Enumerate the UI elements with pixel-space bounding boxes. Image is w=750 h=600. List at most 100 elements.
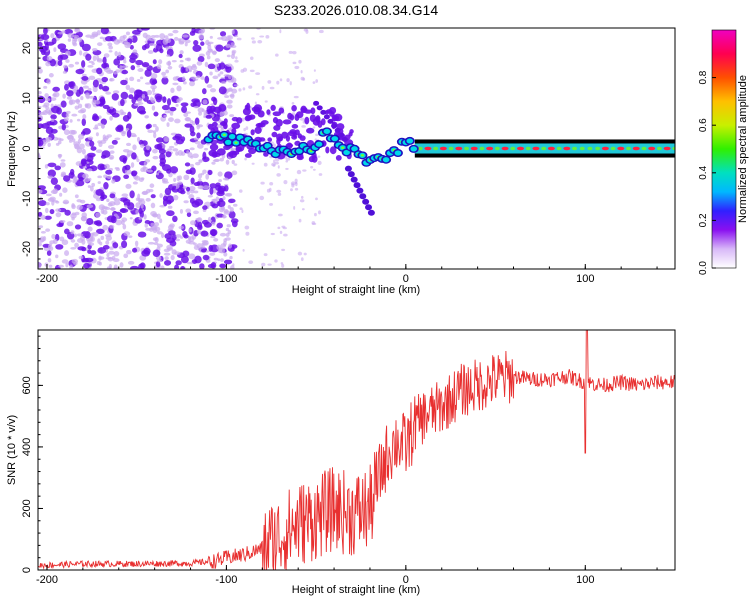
snr-frame — [37, 329, 676, 571]
spectrogram-speckle-blob — [295, 182, 298, 185]
spectrogram-speckle-blob — [281, 263, 285, 268]
spectrogram-speckle-blob — [76, 233, 84, 237]
spectrogram-speckle-blob — [63, 116, 69, 122]
spectrogram-speckle-blob — [63, 64, 68, 69]
spectrogram-speckle-blob — [179, 208, 184, 214]
spectrogram-speckle-blob — [81, 75, 89, 81]
spectrogram-speckle-blob — [70, 213, 77, 219]
spectrogram-speckle-blob — [229, 114, 235, 117]
ridge-track-blob — [641, 146, 647, 151]
spectrogram-speckle-blob — [59, 54, 69, 60]
spectrogram-speckle-blob — [138, 216, 143, 220]
spectrogram-speckle-blob — [246, 102, 251, 111]
spectrogram-speckle-blob — [314, 212, 317, 217]
spectrogram-speckle-blob — [97, 58, 102, 62]
spectrogram-speckle-blob — [221, 206, 226, 211]
spectrogram-speckle-blob — [163, 136, 170, 142]
spectrogram-speckle-blob — [137, 97, 143, 103]
spectrogram-speckle-blob — [111, 93, 119, 101]
spectrogram-speckle-blob — [248, 260, 254, 264]
snr-y-tick-label: 600 — [21, 376, 33, 394]
spectrogram-speckle-blob — [90, 235, 94, 242]
spectrogram-speckle-blob — [318, 210, 321, 215]
ridge-blob-inner — [394, 150, 402, 156]
ridge-track-blob — [424, 146, 432, 151]
spectrogram-speckle-blob — [281, 248, 286, 252]
spectrogram-speckle-blob — [97, 42, 103, 47]
spectrogram-speckle-blob — [219, 111, 224, 118]
spectrogram-speckle-blob — [209, 143, 219, 151]
spectrogram-speckle-blob — [170, 87, 175, 94]
spectrogram-speckle-blob — [274, 259, 278, 263]
spectrogram-speckle-blob — [149, 38, 156, 42]
spectrogram-speckle-blob — [81, 60, 86, 68]
spectrogram-speckle-blob — [242, 249, 245, 252]
spectrogram-speckle-blob — [140, 203, 144, 209]
ridge-track-blob — [479, 146, 485, 151]
spectrogram-x-tick-label: -100 — [215, 273, 237, 285]
spectrogram-speckle-blob — [99, 36, 104, 40]
spectrogram-speckle-blob — [61, 30, 66, 34]
snr-series — [38, 330, 675, 570]
spectrogram-speckle-blob — [173, 36, 179, 41]
spectrogram-speckle-blob — [196, 229, 202, 235]
spectrogram-speckle-blob — [302, 169, 307, 172]
spectrogram-speckle-blob — [86, 204, 94, 209]
spectrogram-speckle-blob — [123, 59, 127, 64]
spectrogram-speckle-blob — [129, 190, 135, 199]
spectrogram-speckle-blob — [167, 65, 173, 70]
spectrogram-speckle-blob — [44, 207, 49, 214]
spectrogram-speckle-blob — [197, 173, 203, 179]
spectrogram-speckle-blob — [203, 185, 210, 190]
spectrogram-speckle-blob — [47, 258, 52, 263]
spectrogram-speckle-blob — [219, 71, 224, 75]
spectrogram-speckle-blob — [244, 225, 250, 230]
spectrogram-y-tick-label: 10 — [21, 92, 33, 104]
spectrogram-speckle-blob — [151, 79, 158, 85]
spectrogram-speckle-blob — [173, 194, 179, 201]
spectrogram-speckle-blob — [174, 118, 181, 124]
spectrogram-speckle-blob — [228, 210, 236, 219]
spectrogram-speckle-blob — [235, 56, 238, 60]
spectrogram-speckle-blob — [55, 254, 59, 259]
spectrogram-speckle-blob — [112, 90, 120, 94]
ridge-track-blob — [532, 146, 540, 151]
spectrogram-speckle-blob — [71, 113, 78, 117]
spectrogram-speckle-blob — [166, 244, 173, 250]
spectrogram-speckle-blob — [348, 131, 353, 137]
spectrogram-speckle-blob — [115, 167, 120, 171]
spectrogram-speckle-blob — [110, 106, 114, 110]
spectrogram-speckle-blob — [196, 61, 203, 66]
ridge-upper-blob — [316, 105, 323, 111]
spectrogram-speckle-blob — [84, 104, 89, 109]
spectrogram-speckle-blob — [210, 229, 217, 237]
colorbar-tick-label: 0.4 — [698, 165, 709, 179]
spectrogram-speckle-blob — [136, 136, 141, 143]
spectrogram-speckle-blob — [149, 96, 154, 102]
spectrogram-speckle-blob — [269, 86, 275, 90]
spectrogram-speckle-blob — [255, 93, 260, 96]
spectrogram-speckle-blob — [102, 209, 108, 215]
spectrogram-speckle-blob — [265, 35, 270, 39]
spectrogram-speckle-blob — [81, 73, 87, 77]
spectrogram-speckle-blob — [87, 87, 92, 92]
spectrogram-speckle-blob — [52, 93, 57, 97]
spectrogram-speckle-blob — [279, 29, 282, 34]
spectrogram-speckle-blob — [77, 109, 85, 114]
spectrogram-speckle-blob — [121, 69, 129, 75]
spectrogram-speckle-blob — [68, 99, 74, 106]
spectrogram-speckle-blob — [146, 89, 153, 96]
spectrogram-speckle-blob — [220, 81, 227, 85]
spectrogram-speckle-blob — [109, 78, 113, 82]
spectrogram-speckle-blob — [148, 43, 156, 47]
ridge-drop-blob — [356, 187, 364, 194]
spectrogram-speckle-blob — [166, 168, 172, 174]
spectrogram-speckle-blob — [137, 231, 147, 238]
spectrogram-speckle-blob — [105, 169, 113, 175]
spectrogram-speckle-blob — [226, 99, 233, 104]
spectrogram-speckle-blob — [147, 241, 155, 245]
spectrogram-speckle-blob — [59, 162, 66, 168]
spectrogram-speckle-blob — [126, 249, 132, 255]
spectrogram-speckle-blob — [38, 105, 42, 109]
spectrogram-speckle-blob — [94, 99, 101, 105]
